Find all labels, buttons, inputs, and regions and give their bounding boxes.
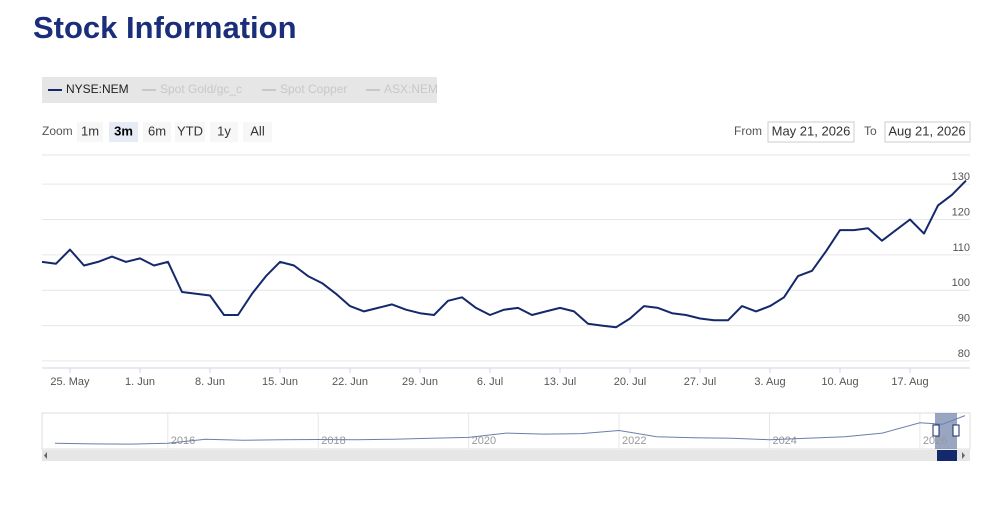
navigator-tick-label: 2018 <box>321 435 345 447</box>
y-tick-label: 120 <box>952 206 970 218</box>
zoom-button-label[interactable]: 3m <box>114 123 133 138</box>
zoom-button[interactable] <box>175 122 205 142</box>
navigator-handle[interactable] <box>932 424 940 437</box>
zoom-label: Zoom <box>42 124 73 138</box>
zoom-button-label[interactable]: 6m <box>148 123 166 138</box>
x-tick-label: 6. Jul <box>477 376 503 388</box>
navigator-tick-label: 2016 <box>171 435 195 447</box>
zoom-button-label[interactable]: 1y <box>217 123 231 138</box>
price-line <box>41 179 967 329</box>
scrollbar-thumb[interactable] <box>937 450 957 461</box>
navigator-selection[interactable] <box>935 413 957 449</box>
x-tick-label: 20. Jul <box>614 376 646 388</box>
navigator-frame <box>41 412 971 450</box>
to-input[interactable] <box>884 121 971 143</box>
scrollbar-left-arrow[interactable] <box>44 452 47 459</box>
from-value[interactable]: May 21, 2026 <box>772 123 851 138</box>
x-tick-label: 13. Jul <box>544 376 576 388</box>
x-tick-label: 8. Jun <box>195 376 225 388</box>
zoom-button[interactable] <box>210 122 238 142</box>
legend-item[interactable]: NYSE:NEM <box>66 82 129 96</box>
y-tick-label: 130 <box>952 171 970 183</box>
zoom-button-label[interactable]: YTD <box>177 123 203 138</box>
navigator-tick-label: 2020 <box>472 435 496 447</box>
navigator-tick-label: 2022 <box>622 435 646 447</box>
x-tick-label: 1. Jun <box>125 376 155 388</box>
x-tick-label: 27. Jul <box>684 376 716 388</box>
x-tick-label: 15. Jun <box>262 376 298 388</box>
navigator-tick-label: 2024 <box>772 435 796 447</box>
zoom-button[interactable] <box>143 122 171 142</box>
x-tick-label: 22. Jun <box>332 376 368 388</box>
x-tick-label: 29. Jun <box>402 376 438 388</box>
to-label: To <box>864 124 877 138</box>
x-tick-label: 3. Aug <box>754 376 785 388</box>
legend-item[interactable]: ASX:NEM <box>384 82 438 96</box>
x-tick-label: 17. Aug <box>891 376 928 388</box>
zoom-button[interactable] <box>77 122 103 142</box>
y-tick-label: 80 <box>958 348 970 360</box>
zoom-button-label[interactable]: 1m <box>81 123 99 138</box>
zoom-button[interactable] <box>243 122 272 142</box>
scrollbar-right-arrow[interactable] <box>962 452 965 459</box>
x-tick-label: 10. Aug <box>821 376 858 388</box>
navigator-line <box>54 415 966 445</box>
navigator-handle[interactable] <box>952 424 960 437</box>
chart-title: Stock Information <box>33 10 297 45</box>
y-tick-label: 100 <box>952 277 970 289</box>
navigator-tick-label: 2026 <box>923 435 947 447</box>
from-label: From <box>734 124 762 138</box>
x-tick-label: 25. May <box>50 376 90 388</box>
zoom-button[interactable] <box>109 122 138 142</box>
zoom-button-label[interactable]: All <box>250 123 265 138</box>
y-tick-label: 110 <box>952 242 970 254</box>
legend-item[interactable]: Spot Copper <box>280 82 347 96</box>
scrollbar-track[interactable] <box>42 450 970 461</box>
to-value[interactable]: Aug 21, 2026 <box>888 123 965 138</box>
from-input[interactable] <box>767 121 855 143</box>
legend-item[interactable]: Spot Gold/gc_c <box>160 82 242 96</box>
y-tick-label: 90 <box>958 312 970 324</box>
